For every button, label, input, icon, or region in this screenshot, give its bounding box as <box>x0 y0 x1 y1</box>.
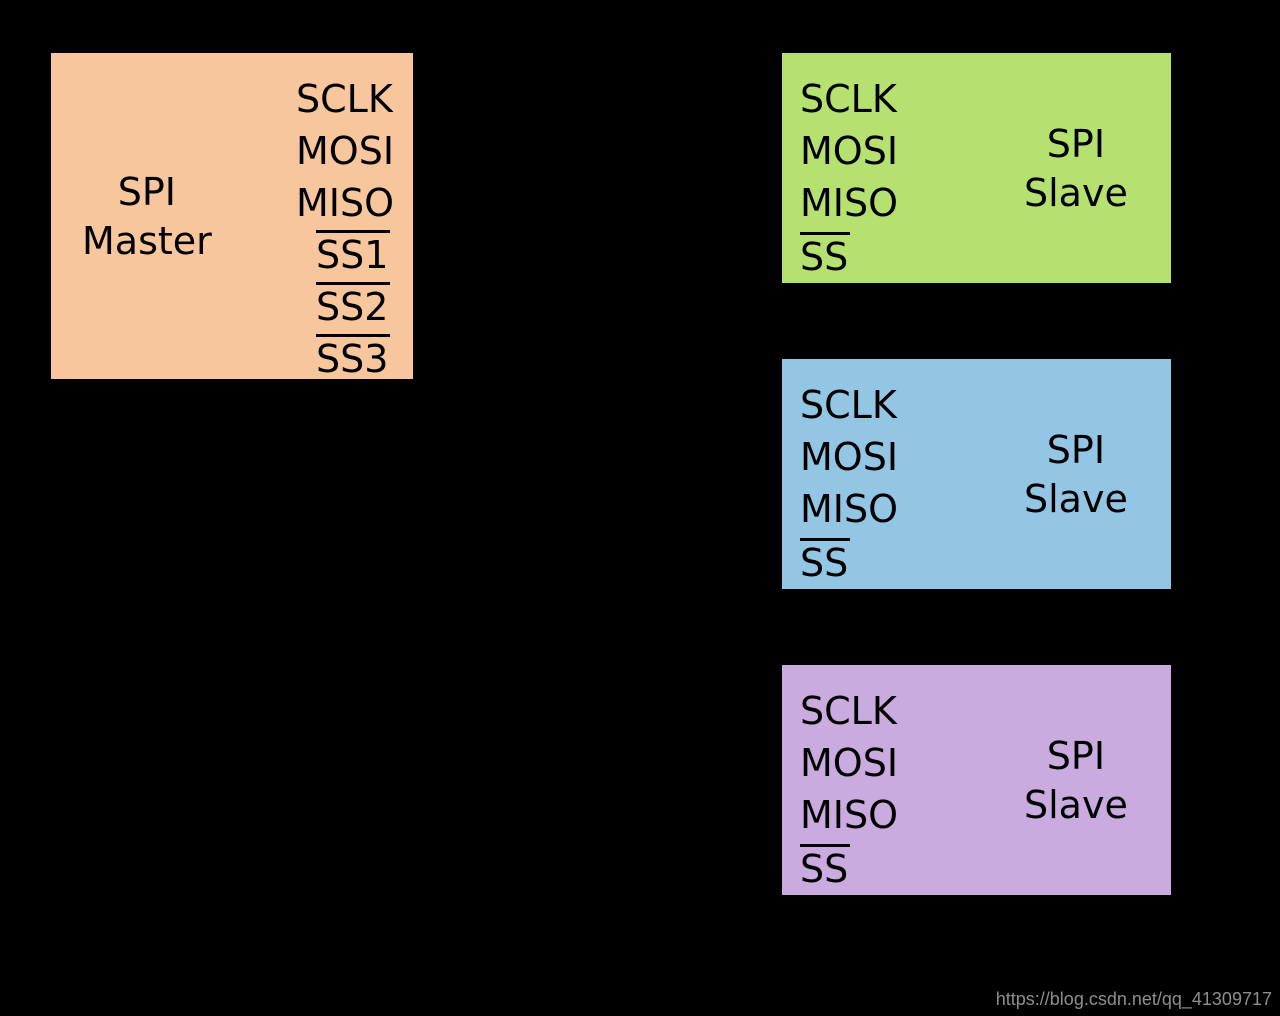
master-pin-mosi: MOSI <box>296 132 394 170</box>
wire-miso-from-s2 <box>589 505 779 509</box>
wire-ss3-h2 <box>700 863 763 867</box>
spi-slave-3-title-line1: SPI <box>1047 734 1105 778</box>
slave3-pin-sclk: SCLK <box>800 692 897 730</box>
wire-sclk-to-s3 <box>489 707 763 711</box>
spi-slave-1-title: SPI Slave <box>1024 120 1128 219</box>
arrow-mosi-s3 <box>761 752 779 770</box>
spi-master-title-line2: Master <box>82 219 212 263</box>
slave2-ss-overline <box>800 538 850 541</box>
wire-sclk-to-s1 <box>489 95 763 99</box>
wire-ss2-v <box>670 303 674 561</box>
wire-mosi-to-s3 <box>539 759 763 763</box>
arrow-sclk-s2 <box>761 394 779 412</box>
wire-miso-from-s1 <box>589 199 779 203</box>
slave2-pin-sclk: SCLK <box>800 386 897 424</box>
arrow-mosi-s1 <box>761 140 779 158</box>
watermark: https://blog.csdn.net/qq_41309717 <box>996 989 1272 1010</box>
slave1-pin-mosi: MOSI <box>800 132 898 170</box>
master-pin-sclk: SCLK <box>296 80 393 118</box>
spi-slave-2-title-line1: SPI <box>1047 428 1105 472</box>
wire-ss1-h1 <box>416 251 644 255</box>
spi-slave-1-title-line2: Slave <box>1024 171 1128 215</box>
slave1-pin-miso: MISO <box>800 184 898 222</box>
spi-slave-2-title: SPI Slave <box>1024 426 1128 525</box>
wire-mosi-to-s2 <box>539 453 763 457</box>
master-pin-ss1: SS1 <box>316 236 388 274</box>
slave2-pin-ss: SS <box>800 544 848 582</box>
slave2-pin-miso: MISO <box>800 490 898 528</box>
arrow-sclk-s3 <box>761 700 779 718</box>
wire-ss3-h1 <box>416 355 704 359</box>
wire-ss2-h1 <box>416 303 674 307</box>
wire-miso-from-s3 <box>589 811 779 815</box>
spi-master-title-line1: SPI <box>118 170 176 214</box>
master-ss2-overline <box>316 282 390 285</box>
arrow-ss1 <box>761 244 779 262</box>
slave1-pin-sclk: SCLK <box>800 80 897 118</box>
spi-slave-1-title-line1: SPI <box>1047 122 1105 166</box>
wire-ss1-to-slave <box>640 251 763 255</box>
slave2-pin-mosi: MOSI <box>800 438 898 476</box>
master-ss3-overline <box>316 334 390 337</box>
arrow-mosi-s2 <box>761 446 779 464</box>
slave1-pin-ss: SS <box>800 238 848 276</box>
arrow-ss3 <box>761 856 779 874</box>
master-pin-ss2: SS2 <box>316 288 388 326</box>
wire-mosi-master-h <box>416 147 543 151</box>
slave3-pin-miso: MISO <box>800 796 898 834</box>
spi-slave-2-title-line2: Slave <box>1024 477 1128 521</box>
wire-sclk-master-h <box>416 95 493 99</box>
spi-slave-3-title-line2: Slave <box>1024 783 1128 827</box>
arrow-miso-master <box>416 192 434 210</box>
master-pin-miso: MISO <box>296 184 394 222</box>
wire-ss2-h2 <box>670 557 763 561</box>
spi-master-title: SPI Master <box>82 168 212 267</box>
master-pin-ss3: SS3 <box>316 340 388 378</box>
wire-sclk-to-s2 <box>489 401 763 405</box>
spi-slave-3-title: SPI Slave <box>1024 732 1128 831</box>
arrow-sclk-s1 <box>761 88 779 106</box>
arrow-ss2 <box>761 550 779 568</box>
slave3-ss-overline <box>800 844 850 847</box>
wire-miso-to-master <box>434 199 593 203</box>
master-ss1-overline <box>316 230 390 233</box>
wire-miso-trunk-v <box>589 199 593 815</box>
slave1-ss-overline <box>800 232 850 235</box>
wire-mosi-to-s1 <box>539 147 763 151</box>
slave3-pin-mosi: MOSI <box>800 744 898 782</box>
wire-ss3-v <box>700 355 704 867</box>
slave3-pin-ss: SS <box>800 850 848 888</box>
